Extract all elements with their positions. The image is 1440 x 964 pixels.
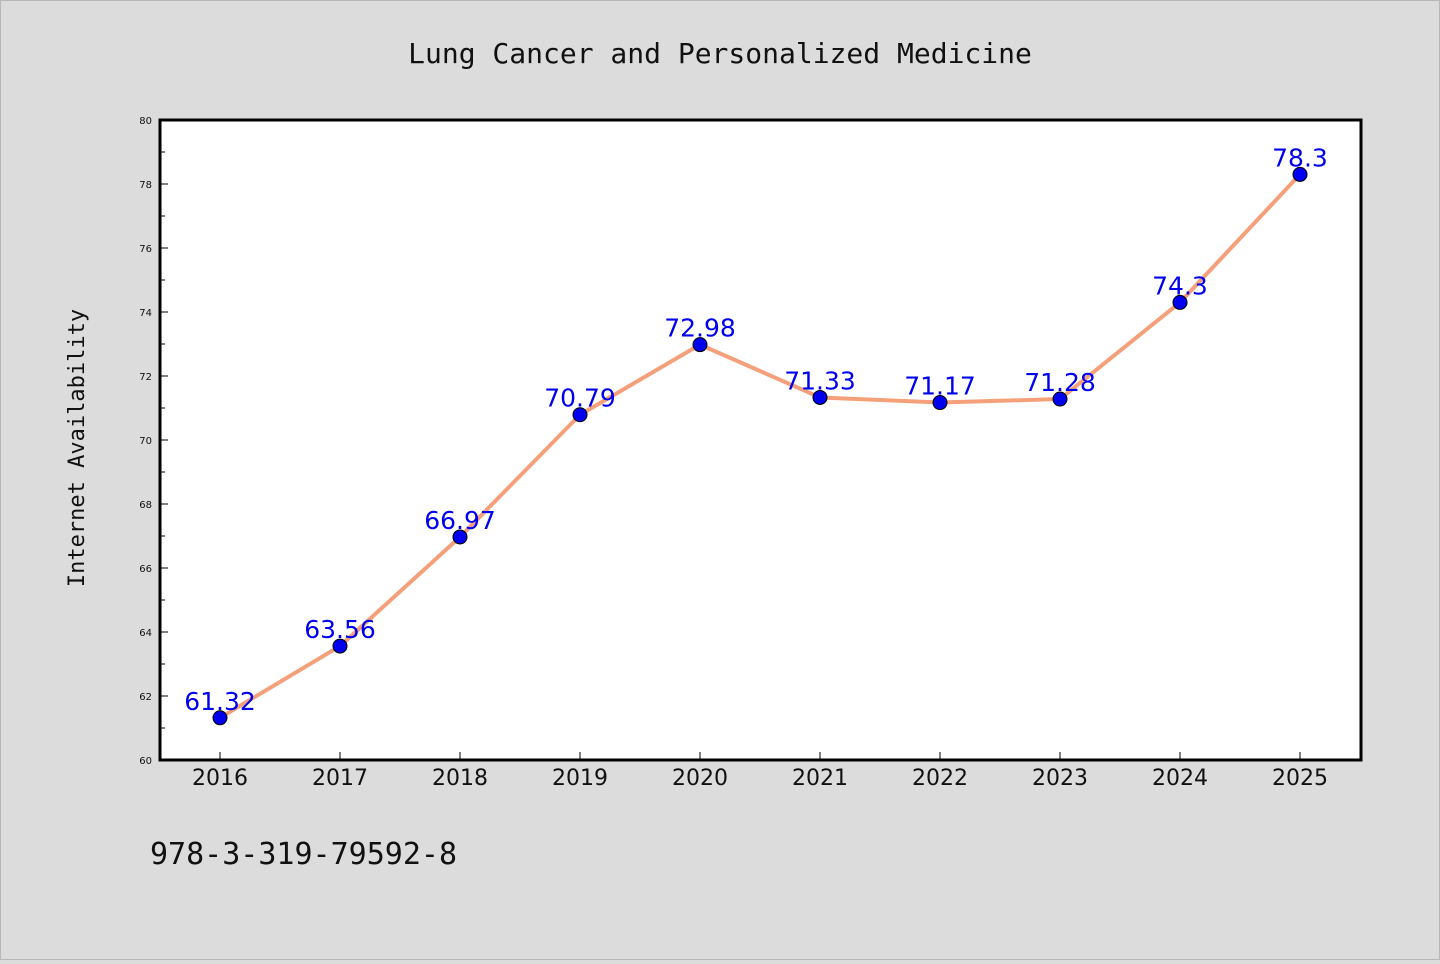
x-tick-label: 2023 <box>1032 766 1088 791</box>
chart-title: Lung Cancer and Personalized Medicine <box>408 37 1032 70</box>
data-point <box>1052 391 1068 407</box>
data-point <box>212 710 228 726</box>
x-tick-label: 2017 <box>312 766 368 791</box>
data-label: 74.3 <box>1152 271 1208 300</box>
data-point <box>332 638 348 654</box>
x-tick-label: 2022 <box>912 766 968 791</box>
data-label: 72.98 <box>664 314 736 343</box>
data-label: 66.97 <box>424 506 496 535</box>
plot-area <box>158 118 1363 762</box>
y-tick-label: 80 <box>139 116 152 127</box>
x-axis: 2016 2017 2018 2019 2020 2021 2022 2023 2024 2025 <box>192 752 1328 791</box>
y-tick-label: 70 <box>139 436 152 447</box>
series-group: 61.32 63.56 66.97 70.79 72.98 71.33 71.17 71.28… <box>184 143 1328 726</box>
x-tick-label: 2021 <box>792 766 848 791</box>
x-tick-label: 2025 <box>1272 766 1328 791</box>
y-tick-label: 64 <box>139 628 152 639</box>
y-tick-label: 66 <box>139 564 152 575</box>
data-point <box>1172 294 1188 310</box>
data-label: 78.3 <box>1272 143 1328 172</box>
series-line <box>218 172 1302 720</box>
y-tick-label: 72 <box>139 372 152 383</box>
data-label: 63.56 <box>304 615 376 644</box>
data-point <box>692 337 708 353</box>
data-point <box>812 389 828 405</box>
x-tick-label: 2016 <box>192 766 248 791</box>
data-label: 70.79 <box>544 384 616 413</box>
y-tick-label: 74 <box>139 308 152 319</box>
x-tick-label: 2018 <box>432 766 488 791</box>
footnote-isbn: 978-3-319-79592-8 <box>150 837 457 872</box>
data-point <box>932 395 948 411</box>
y-tick-label: 76 <box>139 244 152 255</box>
x-tick-label: 2024 <box>1152 766 1208 791</box>
y-tick-label: 68 <box>139 500 152 511</box>
y-tick-label: 78 <box>139 180 152 191</box>
data-label: 71.33 <box>784 366 856 395</box>
data-point <box>452 529 468 545</box>
data-label: 61.32 <box>184 687 256 716</box>
y-tick-label: 62 <box>139 692 152 703</box>
y-axis-label: Internet Availability <box>65 309 90 587</box>
data-point <box>572 407 588 423</box>
data-label: 71.17 <box>904 372 976 401</box>
data-label: 71.28 <box>1024 368 1096 397</box>
data-point <box>1292 166 1308 182</box>
x-tick-label: 2019 <box>552 766 608 791</box>
y-tick-label: 60 <box>139 756 152 767</box>
x-tick-label: 2020 <box>672 766 728 791</box>
y-axis: 60 62 64 66 68 70 72 74 76 78 80 <box>139 116 168 767</box>
